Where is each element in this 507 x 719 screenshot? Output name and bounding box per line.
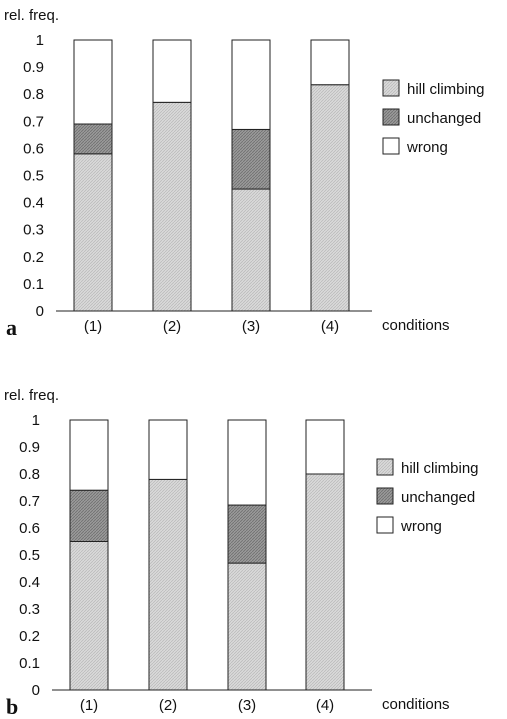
x-tick-label: (3) <box>242 318 260 335</box>
y-tick-label: 0.8 <box>19 466 40 483</box>
y-axis-label: rel. freq. <box>4 7 59 24</box>
bar-segment-unchanged <box>231 128 271 190</box>
x-axis-label: conditions <box>382 317 450 334</box>
bar-segment-hill-climbing <box>69 541 109 691</box>
x-tick-label: (2) <box>163 318 181 335</box>
legend-swatch-wrong <box>382 137 400 155</box>
bar-segment-unchanged <box>227 504 267 564</box>
legend-label-hill-climbing: hill climbing <box>407 81 485 98</box>
legend-label-unchanged: unchanged <box>407 110 481 127</box>
x-axis-label: conditions <box>382 696 450 713</box>
y-tick-label: 0.1 <box>23 276 44 293</box>
y-tick-label: 0.5 <box>23 168 44 185</box>
legend-label-unchanged: unchanged <box>401 489 475 506</box>
y-tick-label: 0.2 <box>19 628 40 645</box>
bar-segment-wrong <box>231 39 271 130</box>
y-tick-labels: 0 0.1 0.2 0.3 0.4 0.5 0.6 0.7 0.8 0.9 1 <box>19 412 40 699</box>
y-tick-label: 0.9 <box>23 59 44 76</box>
bar-segment-hill-climbing <box>148 478 188 691</box>
panel-letter: b <box>6 694 18 719</box>
bar-segment-hill-climbing <box>305 473 345 691</box>
y-tick-label: 0.2 <box>23 249 44 266</box>
panel-letter: a <box>6 315 17 340</box>
x-tick-label: (3) <box>238 697 256 714</box>
y-tick-label: 1 <box>36 32 44 49</box>
legend-swatch-unchanged <box>382 108 400 126</box>
bar-segment-hill-climbing <box>227 562 267 691</box>
bar-segment-wrong <box>310 39 350 86</box>
x-tick-label: (1) <box>80 697 98 714</box>
bar-segment-wrong <box>69 419 109 491</box>
legend: hill climbing unchanged wrong <box>382 79 485 156</box>
legend-swatch-wrong <box>376 516 394 534</box>
bar-segment-unchanged <box>69 489 109 543</box>
bar-segment-wrong <box>152 39 192 103</box>
x-tick-label: (4) <box>321 318 339 335</box>
y-tick-label: 1 <box>32 412 40 429</box>
y-tick-labels: 0 0.1 0.2 0.3 0.4 0.5 0.6 0.7 0.8 0.9 1 <box>23 32 44 320</box>
x-tick-labels: (1) (2) (3) (4) <box>84 318 339 335</box>
y-tick-label: 0.6 <box>19 520 40 537</box>
y-axis-label: rel. freq. <box>4 387 59 404</box>
y-tick-label: 0.9 <box>19 439 40 456</box>
y-tick-label: 0.8 <box>23 86 44 103</box>
legend-label-wrong: wrong <box>406 139 448 156</box>
bar-segment-wrong <box>227 419 267 506</box>
y-tick-label: 0.1 <box>19 655 40 672</box>
chart-panel-a: rel. freq. 0 0.1 0.2 0.3 0.4 0.5 0.6 0.7 0.8 0.9 1… <box>4 7 485 340</box>
bar-segment-hill-climbing <box>152 101 192 312</box>
legend-swatch-unchanged <box>376 487 394 505</box>
y-tick-label: 0.7 <box>19 493 40 510</box>
x-tick-label: (2) <box>159 697 177 714</box>
y-tick-label: 0.3 <box>23 222 44 239</box>
y-tick-label: 0.5 <box>19 547 40 564</box>
y-tick-label: 0.6 <box>23 140 44 157</box>
bars <box>69 419 345 691</box>
bar-segment-hill-climbing <box>310 84 350 312</box>
chart-panel-b: rel. freq. 0 0.1 0.2 0.3 0.4 0.5 0.6 0.7 0.8 0.9 1… <box>4 387 479 719</box>
bar-segment-wrong <box>305 419 345 475</box>
x-tick-label: (4) <box>316 697 334 714</box>
y-tick-label: 0.4 <box>23 195 44 212</box>
x-tick-label: (1) <box>84 318 102 335</box>
y-tick-label: 0.7 <box>23 113 44 130</box>
bars <box>73 39 350 312</box>
legend: hill climbing unchanged wrong <box>376 458 479 535</box>
x-tick-labels: (1) (2) (3) (4) <box>80 697 334 714</box>
y-tick-label: 0 <box>36 303 44 320</box>
y-tick-label: 0.4 <box>19 574 40 591</box>
bar-segment-hill-climbing <box>231 188 271 312</box>
y-tick-label: 0.3 <box>19 601 40 618</box>
legend-swatch-hill-climbing <box>376 458 394 476</box>
legend-swatch-hill-climbing <box>382 79 400 97</box>
legend-label-hill-climbing: hill climbing <box>401 460 479 477</box>
bar-segment-wrong <box>73 39 113 125</box>
bar-segment-wrong <box>148 419 188 480</box>
bar-segment-unchanged <box>73 123 113 155</box>
bar-segment-hill-climbing <box>73 153 113 312</box>
legend-label-wrong: wrong <box>400 518 442 535</box>
y-tick-label: 0 <box>32 682 40 699</box>
